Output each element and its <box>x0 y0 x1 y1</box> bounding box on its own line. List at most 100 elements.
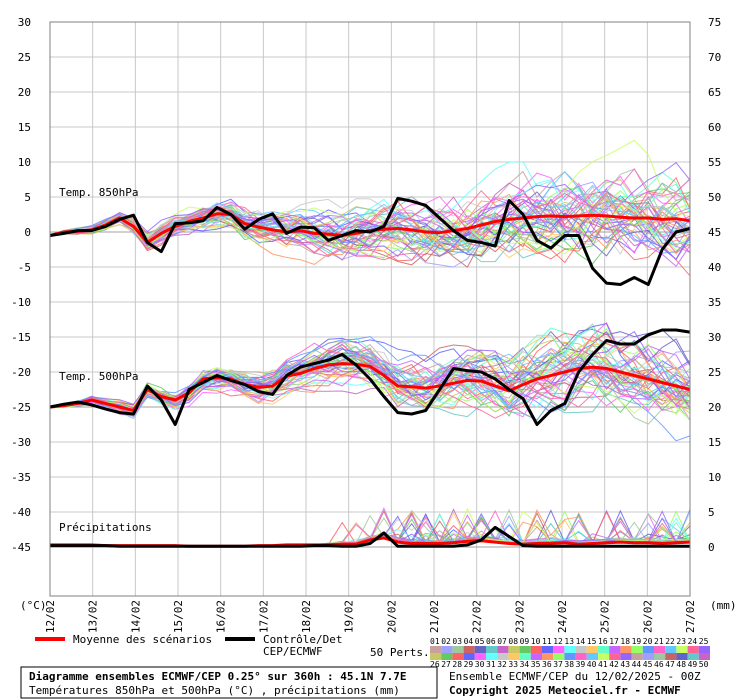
left-tick-label: 30 <box>18 16 31 29</box>
member-number-label: 02 <box>441 637 451 646</box>
member-number-label: 23 <box>676 637 686 646</box>
left-tick-label: 10 <box>18 156 31 169</box>
member-number-label: 35 <box>531 660 541 669</box>
member-swatch <box>430 646 442 653</box>
member-number-label: 48 <box>676 660 686 669</box>
member-line-t850 <box>49 198 691 260</box>
member-number-label: 07 <box>497 637 507 646</box>
member-swatch <box>474 653 486 660</box>
right-tick-label: 40 <box>708 261 721 274</box>
member-number-label: 08 <box>508 637 518 646</box>
right-tick-label: 10 <box>708 471 721 484</box>
right-tick-label: 65 <box>708 86 721 99</box>
member-swatch <box>553 653 565 660</box>
member-number-label: 27 <box>441 660 451 669</box>
member-number-label: 13 <box>564 637 574 646</box>
member-line-t850 <box>49 189 691 261</box>
member-swatch <box>586 653 598 660</box>
left-tick-label: 20 <box>18 86 31 99</box>
member-number-label: 31 <box>486 660 496 669</box>
member-swatch <box>654 646 666 653</box>
member-swatch <box>598 653 610 660</box>
x-tick-label: 19/02 <box>343 600 356 633</box>
member-swatch <box>463 646 475 653</box>
member-line-t850 <box>49 194 691 268</box>
control-line-t500 <box>49 328 691 426</box>
right-tick-label: 50 <box>708 191 721 204</box>
member-number-label: 22 <box>665 637 675 646</box>
member-number-label: 11 <box>542 637 552 646</box>
member-swatch <box>586 646 598 653</box>
member-swatch <box>698 646 710 653</box>
member-number-label: 36 <box>542 660 552 669</box>
x-tick-label: 24/02 <box>556 600 569 633</box>
member-number-label: 25 <box>699 637 709 646</box>
x-tick-label: 21/02 <box>428 600 441 633</box>
member-swatch <box>676 646 688 653</box>
left-tick-label: -5 <box>18 261 31 274</box>
member-color-legend: 01 02 03 04 05 06 07 08 09 10 11 12 13 14 15 16 17 18 19 20… <box>430 637 710 669</box>
footer-run-info: Ensemble ECMWF/CEP du 12/02/2025 - 00Z <box>449 670 701 683</box>
member-number-label: 09 <box>520 637 530 646</box>
member-swatch <box>698 653 710 660</box>
x-tick-label: 22/02 <box>471 600 484 633</box>
member-swatch <box>665 653 677 660</box>
member-swatch <box>564 653 576 660</box>
member-line-t850 <box>49 168 691 251</box>
member-swatch <box>530 646 542 653</box>
x-tick-label: 27/02 <box>684 600 697 633</box>
left-tick-label: 5 <box>24 191 31 204</box>
left-tick-label: -35 <box>11 471 31 484</box>
member-number-label: 14 <box>576 637 586 646</box>
member-swatch <box>519 653 531 660</box>
x-tick-label: 17/02 <box>257 600 270 633</box>
axes: 302520151050-5-10-15-20-25-30-35-40-4575… <box>11 16 721 633</box>
member-swatch <box>642 653 654 660</box>
control-line-t850 <box>49 196 691 286</box>
footer-subtitle: Températures 850hPa et 500hPa (°C) , pré… <box>29 684 400 697</box>
member-swatch <box>575 653 587 660</box>
x-tick-label: 14/02 <box>129 600 142 633</box>
x-tick-label: 12/02 <box>44 600 57 633</box>
left-tick-label: -10 <box>11 296 31 309</box>
right-tick-label: 45 <box>708 226 721 239</box>
member-swatch <box>486 653 498 660</box>
member-swatch <box>452 646 464 653</box>
label-precip: Précipitations <box>59 521 152 534</box>
member-number-label: 05 <box>475 637 485 646</box>
x-tick-label: 23/02 <box>513 600 526 633</box>
member-swatch <box>620 646 632 653</box>
plot-background <box>50 22 690 596</box>
right-tick-label: 55 <box>708 156 721 169</box>
legend-perts-label: 50 Perts. <box>370 646 430 659</box>
member-swatch <box>430 653 442 660</box>
member-number-label: 44 <box>632 660 642 669</box>
member-number-label: 24 <box>688 637 698 646</box>
member-number-label: 18 <box>620 637 630 646</box>
member-swatch <box>564 646 576 653</box>
member-swatch <box>463 653 475 660</box>
member-swatch <box>631 646 643 653</box>
member-number-label: 38 <box>564 660 574 669</box>
main-series <box>49 196 691 548</box>
member-swatch <box>665 646 677 653</box>
member-number-label: 28 <box>452 660 462 669</box>
x-tick-label: 26/02 <box>641 600 654 633</box>
left-unit: (°C) <box>20 599 47 612</box>
x-tick-label: 20/02 <box>385 600 398 633</box>
member-swatch <box>609 653 621 660</box>
member-number-label: 12 <box>553 637 563 646</box>
member-number-label: 40 <box>587 660 597 669</box>
label-t850: Temp. 850hPa <box>59 186 138 199</box>
left-tick-label: 15 <box>18 121 31 134</box>
member-number-label: 30 <box>475 660 485 669</box>
member-number-label: 42 <box>609 660 619 669</box>
right-tick-label: 75 <box>708 16 721 29</box>
right-tick-label: 20 <box>708 401 721 414</box>
member-number-label: 45 <box>643 660 653 669</box>
member-line-t500 <box>49 348 691 415</box>
member-swatch <box>654 653 666 660</box>
member-line-t850 <box>49 192 691 254</box>
member-number-label: 37 <box>553 660 563 669</box>
member-number-label: 04 <box>464 637 474 646</box>
